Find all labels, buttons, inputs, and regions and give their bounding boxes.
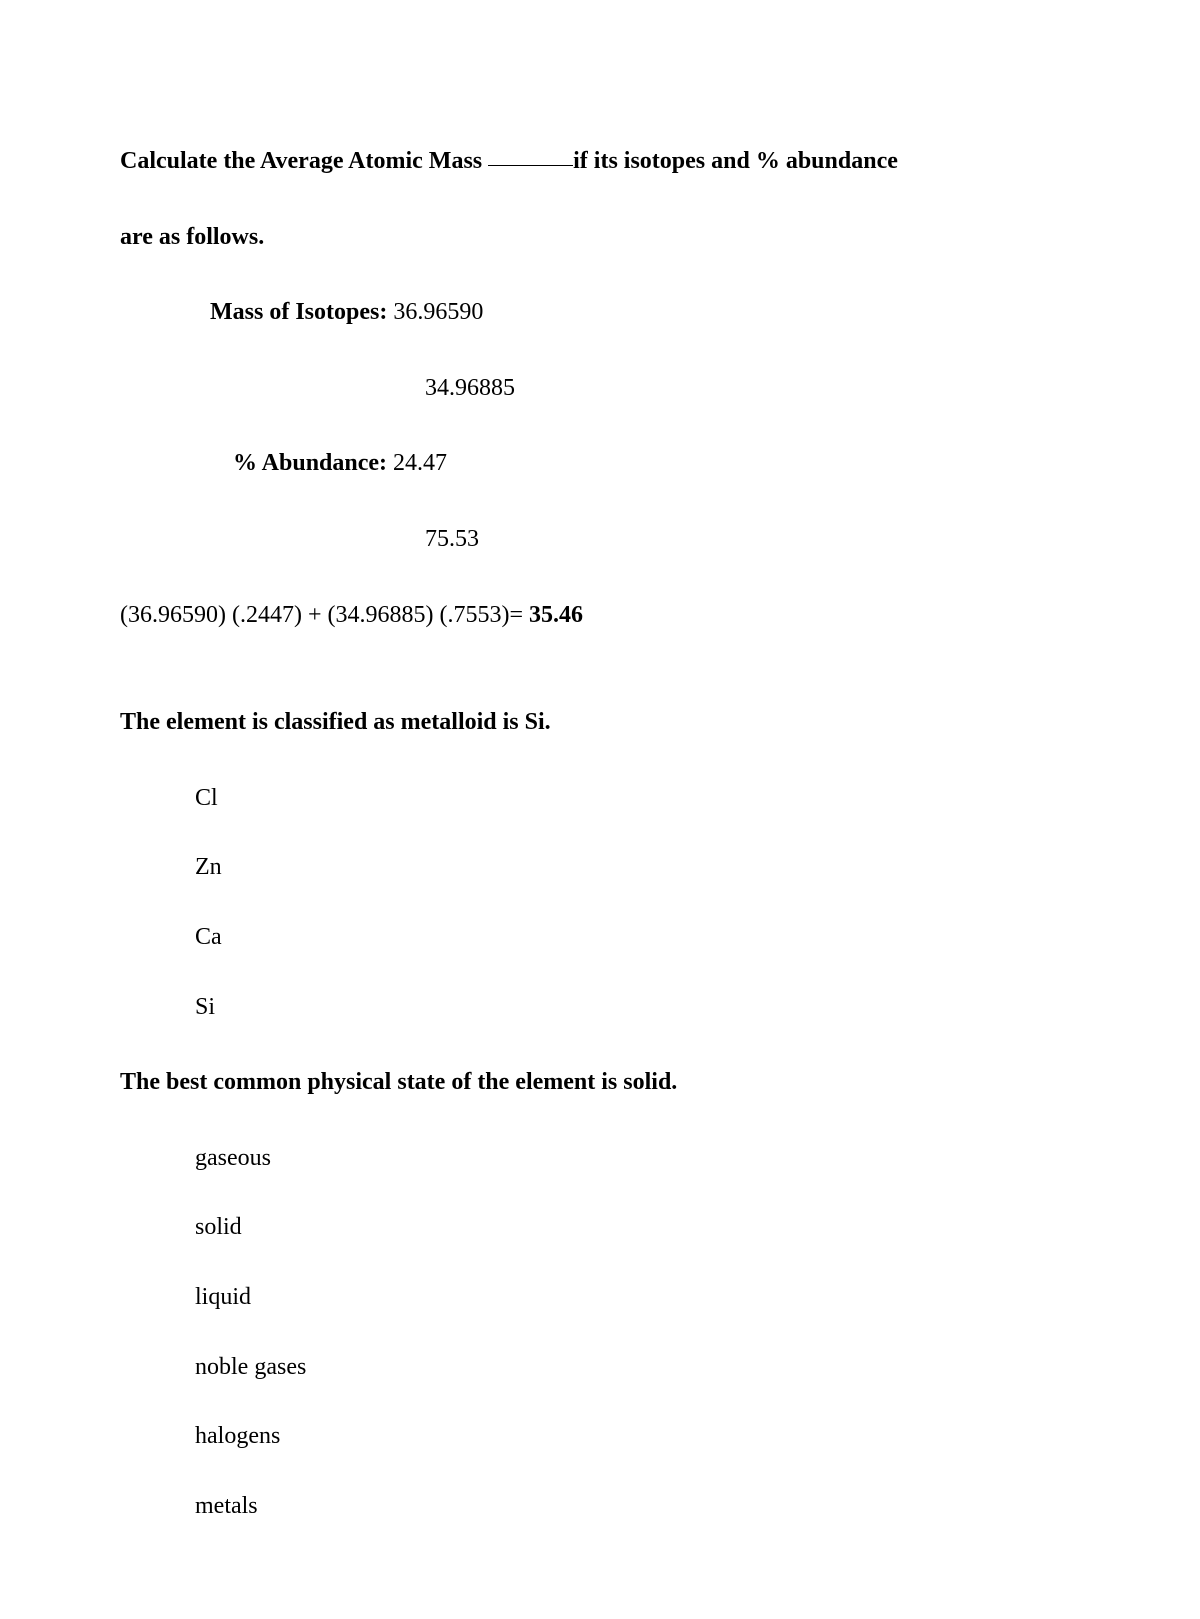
q1-prompt-before: Calculate the Average Atomic Mass (120, 148, 488, 174)
document-page: Calculate the Average Atomic Mass if its… (0, 0, 1200, 1619)
mass-value-1: 36.96590 (393, 299, 483, 325)
q1-abund-row1: % Abundance: 24.47 (120, 447, 1080, 481)
q2-option[interactable]: Si (120, 991, 1080, 1025)
q1-prompt-line1: Calculate the Average Atomic Mass if its… (120, 145, 1080, 179)
q2-prompt: The element is classified as metalloid i… (120, 706, 1080, 740)
q3-option[interactable]: noble gases (120, 1351, 1080, 1385)
q3-option[interactable]: metals (120, 1490, 1080, 1524)
q3-option[interactable]: gaseous (120, 1142, 1080, 1176)
q1-mass-row1: Mass of Isotopes: 36.96590 (120, 296, 1080, 330)
mass-label: Mass of Isotopes: (210, 299, 393, 325)
q1-prompt-after: if its isotopes and % abundance (573, 148, 898, 174)
q2-option[interactable]: Cl (120, 782, 1080, 816)
q1-calculation: (36.96590) (.2447) + (34.96885) (.7553)=… (120, 599, 1080, 633)
abundance-label: % Abundance: (233, 450, 393, 476)
abundance-value-2: 75.53 (120, 523, 1080, 557)
q1-prompt-line2: are as follows. (120, 221, 1080, 255)
q3-prompt: The best common physical state of the el… (120, 1066, 1080, 1100)
q3-option[interactable]: solid (120, 1211, 1080, 1245)
calc-result: 35.46 (529, 602, 583, 628)
q2-option[interactable]: Zn (120, 851, 1080, 885)
fill-in-blank[interactable] (488, 165, 573, 166)
q3-option[interactable]: halogens (120, 1420, 1080, 1454)
q2-option[interactable]: Ca (120, 921, 1080, 955)
abundance-value-1: 24.47 (393, 450, 447, 476)
mass-value-2: 34.96885 (120, 372, 1080, 406)
q3-option[interactable]: liquid (120, 1281, 1080, 1315)
calc-expression: (36.96590) (.2447) + (34.96885) (.7553)= (120, 602, 529, 628)
